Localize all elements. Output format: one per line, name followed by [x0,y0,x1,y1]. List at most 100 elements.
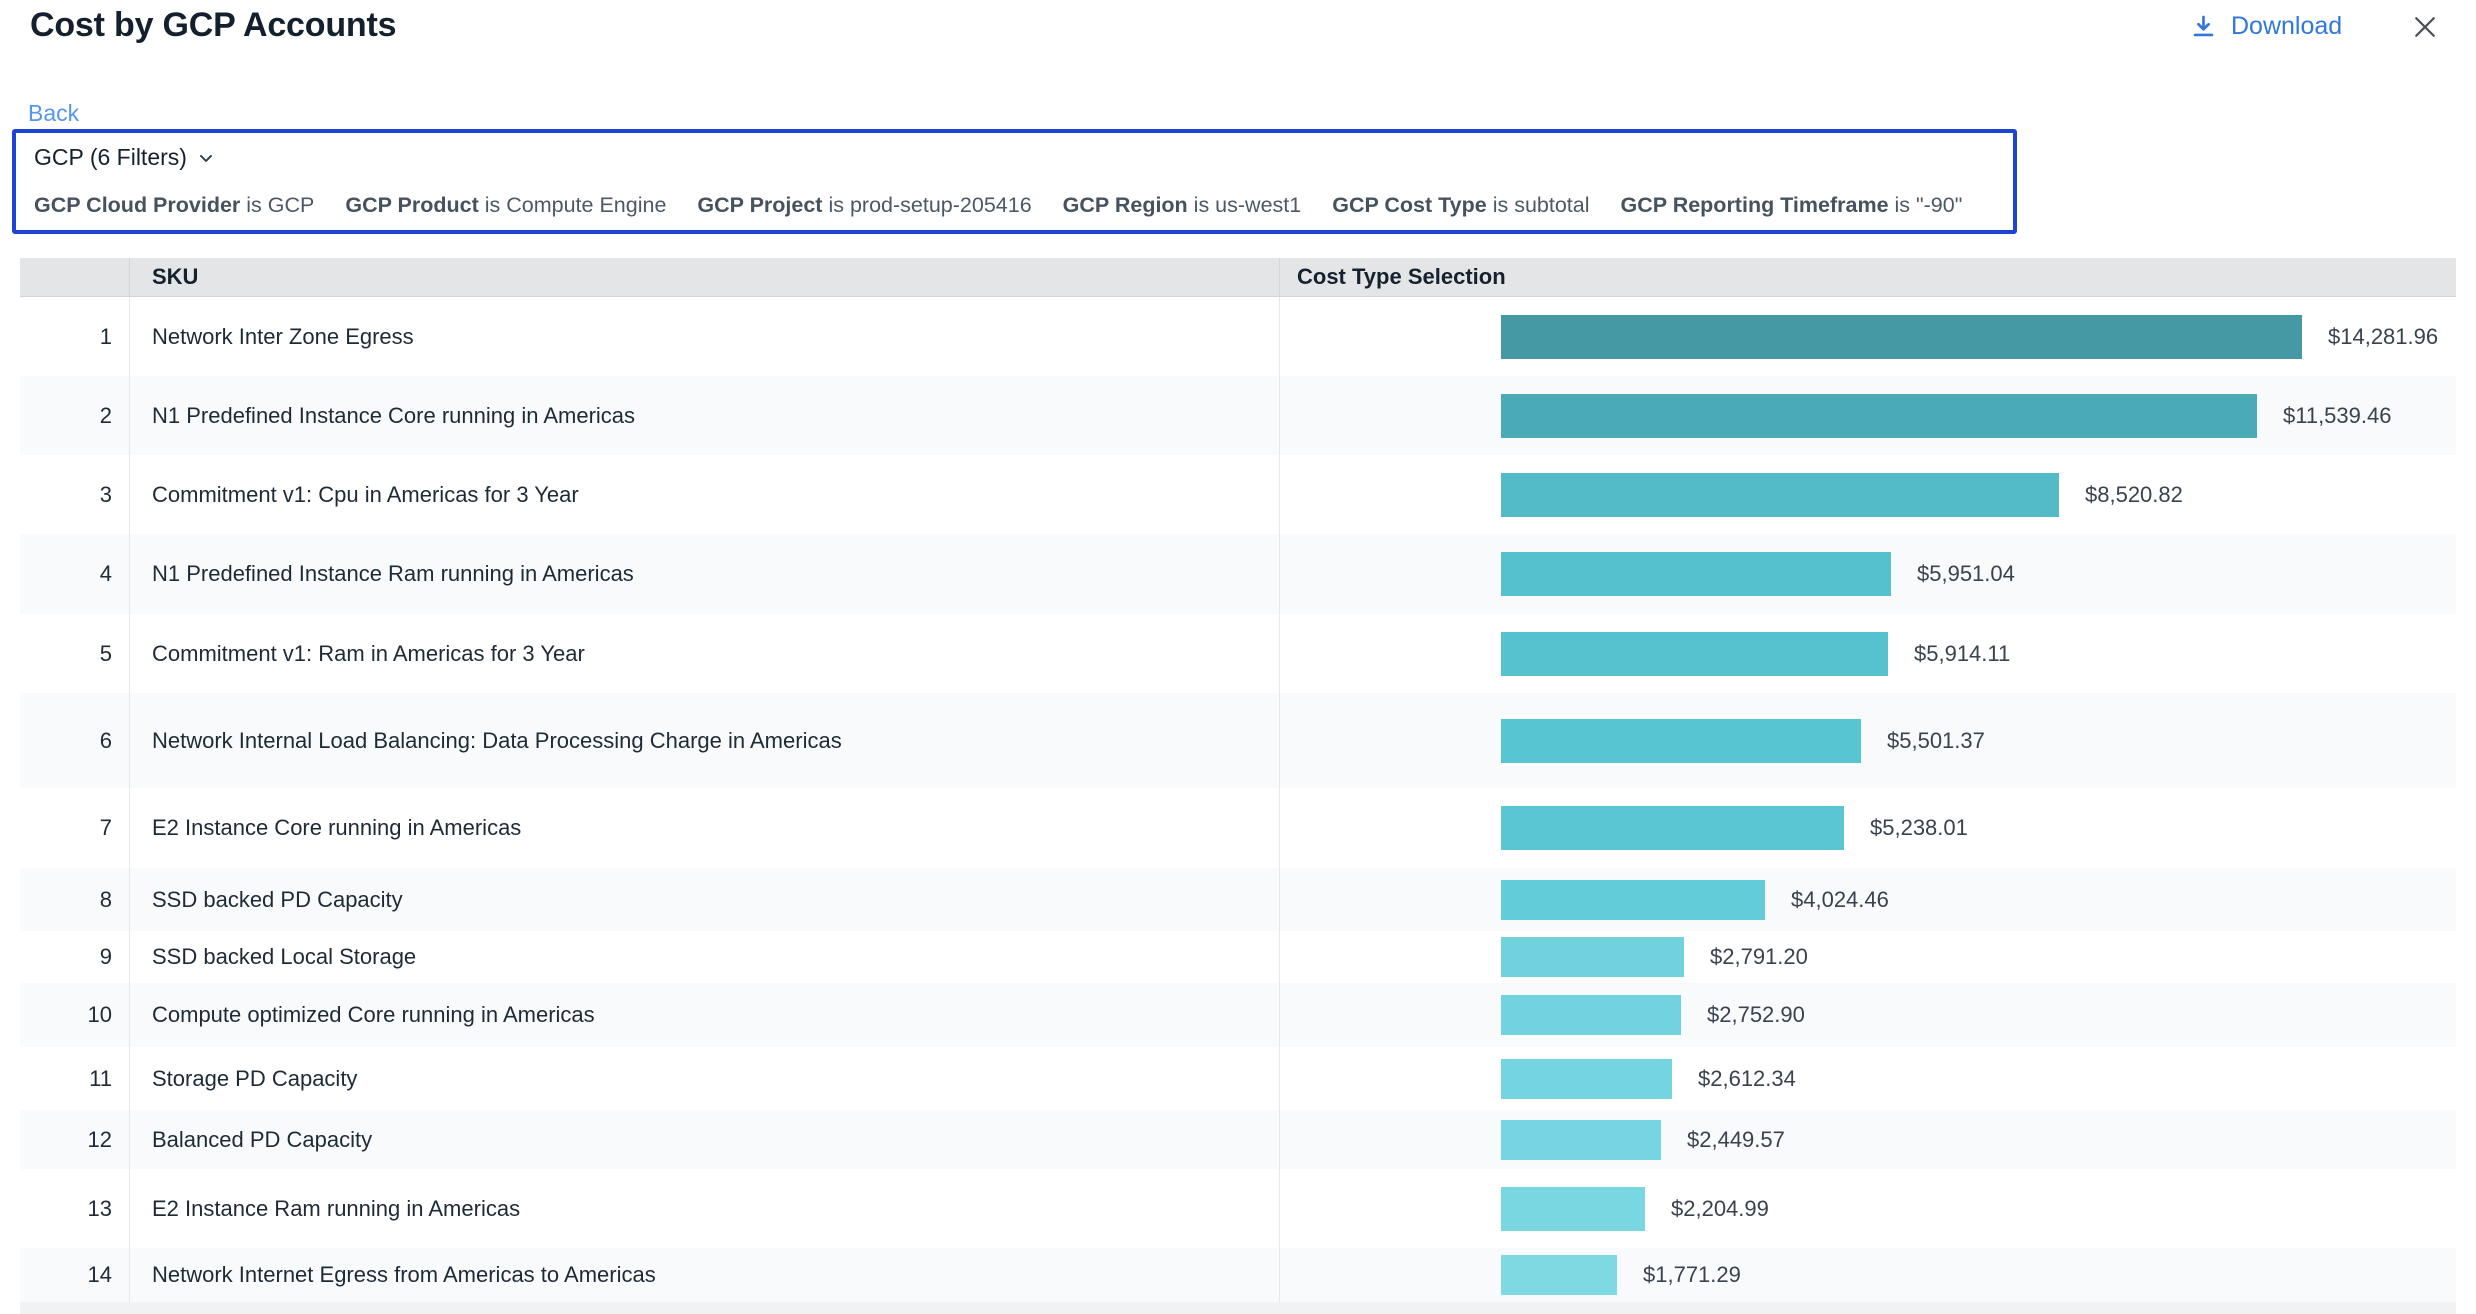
sku-label: Network Internal Load Balancing: Data Pr… [130,693,1280,788]
page-title: Cost by GCP Accounts [30,6,397,44]
table-row: 3 Commitment v1: Cpu in Americas for 3 Y… [20,455,2456,534]
row-number: 12 [20,1110,130,1169]
cost-value: $1,771.29 [1643,1262,1741,1287]
cost-bar [1501,631,1888,676]
row-number: 8 [20,868,130,931]
sku-label: N1 Predefined Instance Ram running in Am… [130,534,1280,614]
filter-condition: GCP Cloud Provider is GCP [34,193,314,218]
cost-bar [1501,1255,1617,1295]
cost-value: $2,612.34 [1698,1065,1796,1091]
table-row: 13 E2 Instance Ram running in Americas $… [20,1169,2456,1248]
row-number: 13 [20,1169,130,1248]
filter-field: GCP Cloud Provider [34,193,241,217]
sku-label: Network Inter Zone Egress [130,297,1280,376]
header-sku[interactable]: SKU [130,258,1280,296]
filter-condition: GCP Project is prod-setup-205416 [697,193,1031,218]
cost-bar [1501,806,1844,850]
cost-bar-cell: $5,501.37 [1280,693,2456,788]
sku-label: N1 Predefined Instance Core running in A… [130,376,1280,455]
filter-group-dropdown[interactable]: GCP (6 Filters) [34,144,216,171]
filter-value: is subtotal [1486,193,1590,217]
cost-bar-cell: $2,449.57 [1280,1110,2456,1169]
cost-bar-cell: $11,539.46 [1280,376,2456,455]
sku-label: Storage PD Capacity [130,1047,1280,1110]
table-row: 9 SSD backed Local Storage $2,791.20 [20,931,2456,983]
table-row: 1 Network Inter Zone Egress $14,281.96 [20,297,2456,376]
cost-bar-cell: $1,771.29 [1280,1248,2456,1302]
next-row-edge [20,1302,2456,1314]
filter-group-box: GCP (6 Filters) GCP Cloud Provider is GC… [12,129,2017,234]
cost-value: $2,449.57 [1687,1126,1785,1152]
sku-label: Network Internet Egress from Americas to… [130,1248,1280,1302]
row-number: 3 [20,455,130,534]
cost-value: $5,951.04 [1917,561,2015,586]
sku-label: E2 Instance Ram running in Americas [130,1169,1280,1248]
filter-group-label: GCP (6 Filters) [34,144,187,170]
row-number: 11 [20,1047,130,1110]
cost-bar-cell: $5,951.04 [1280,534,2456,614]
cost-bar [1501,1186,1645,1231]
header-cost-type-selection[interactable]: Cost Type Selection [1297,264,1506,289]
filter-field: GCP Region [1062,193,1188,217]
cost-value: $4,024.46 [1791,886,1889,912]
cost-bar-cell: $2,752.90 [1280,983,2456,1047]
back-link[interactable]: Back [28,100,80,126]
row-number: 6 [20,693,130,788]
cost-value: $5,501.37 [1887,727,1985,753]
cost-bar-cell: $8,520.82 [1280,455,2456,534]
filter-condition: GCP Cost Type is subtotal [1332,193,1589,218]
filter-field: GCP Cost Type [1332,193,1487,217]
cost-bar-cell: $2,791.20 [1280,931,2456,983]
table-row: 10 Compute optimized Core running in Ame… [20,983,2456,1047]
filter-field: GCP Reporting Timeframe [1620,193,1889,217]
cost-value: $2,752.90 [1707,1002,1805,1027]
cost-bar-cell: $4,024.46 [1280,868,2456,931]
cost-bar-cell: $2,612.34 [1280,1047,2456,1110]
row-number: 9 [20,931,130,983]
table-row: 7 E2 Instance Core running in Americas $… [20,788,2456,868]
cost-bar [1501,314,2302,359]
row-number: 10 [20,983,130,1047]
filter-conditions: GCP Cloud Provider is GCP GCP Product is… [34,193,1962,218]
download-icon [2190,13,2217,40]
row-number: 1 [20,297,130,376]
filter-condition: GCP Reporting Timeframe is "-90" [1621,193,1963,218]
table-header: SKU Cost Type Selection [20,258,2456,297]
table-row: 6 Network Internal Load Balancing: Data … [20,693,2456,788]
cost-bar [1501,995,1681,1035]
cost-bar [1501,472,2059,517]
filter-field: GCP Project [697,193,823,217]
cost-value: $5,914.11 [1914,640,2011,666]
table-row: 8 SSD backed PD Capacity $4,024.46 [20,868,2456,931]
filter-value: is us-west1 [1187,193,1302,217]
filter-condition: GCP Region is us-west1 [1063,193,1302,218]
cost-bar [1501,393,2257,438]
sku-label: SSD backed PD Capacity [130,868,1280,931]
cost-bar [1501,879,1765,920]
chevron-down-icon [196,148,216,168]
close-button[interactable] [2408,10,2442,44]
download-button[interactable]: Download [2190,12,2342,41]
row-number: 7 [20,788,130,868]
filter-field: GCP Product [345,193,479,217]
cost-value: $2,791.20 [1710,944,1808,969]
sku-label: SSD backed Local Storage [130,931,1280,983]
cost-bar [1501,1058,1672,1099]
table-row: 11 Storage PD Capacity $2,612.34 [20,1047,2456,1110]
cost-bar-cell: $14,281.96 [1280,297,2456,376]
table-row: 14 Network Internet Egress from Americas… [20,1248,2456,1302]
cost-table: SKU Cost Type Selection 1 Network Inter … [20,258,2456,1314]
cost-bar [1501,718,1861,763]
cost-value: $11,539.46 [2283,402,2392,428]
sku-label: E2 Instance Core running in Americas [130,788,1280,868]
table-row: 5 Commitment v1: Ram in Americas for 3 Y… [20,614,2456,693]
cost-value: $2,204.99 [1671,1195,1769,1221]
cost-value: $8,520.82 [2085,481,2183,507]
table-row: 12 Balanced PD Capacity $2,449.57 [20,1110,2456,1169]
sku-label: Commitment v1: Ram in Americas for 3 Yea… [130,614,1280,693]
filter-value: is prod-setup-205416 [822,193,1032,217]
cost-bar-cell: $2,204.99 [1280,1169,2456,1248]
table-row: 2 N1 Predefined Instance Core running in… [20,376,2456,455]
sku-label: Commitment v1: Cpu in Americas for 3 Yea… [130,455,1280,534]
sku-label: Balanced PD Capacity [130,1110,1280,1169]
